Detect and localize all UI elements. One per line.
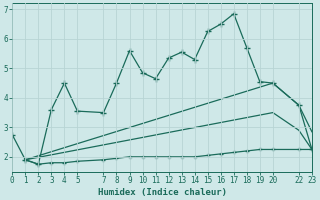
X-axis label: Humidex (Indice chaleur): Humidex (Indice chaleur) <box>98 188 227 197</box>
